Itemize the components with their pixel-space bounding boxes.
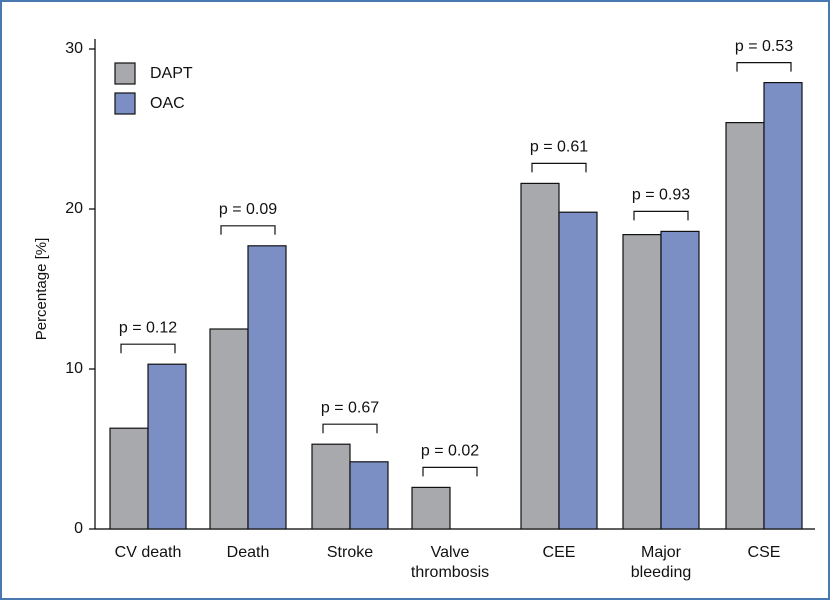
p-value: p = 0.09 [219,201,277,218]
bar [725,121,765,530]
bar [109,427,149,530]
bar [763,81,803,530]
bar [520,182,560,530]
y-tick-label: 0 [74,520,83,537]
bar [558,211,598,530]
x-tick-label: CEE [542,544,576,561]
x-tick-label: CV death [114,544,182,561]
y-axis-label: Percentage [%] [33,238,50,341]
p-value: p = 0.53 [735,38,793,55]
bar [209,328,249,530]
x-tick-label: Valve thrombosis [410,544,490,581]
y-tick-label: 20 [65,200,83,217]
p-bracket [422,466,478,477]
x-tick-label: CSE [747,544,781,561]
y-tick-label: 30 [65,40,83,57]
bar [622,234,662,530]
p-bracket [531,162,587,173]
p-value: p = 0.61 [530,139,588,156]
bar [311,443,351,530]
p-value: p = 0.02 [421,443,479,460]
legend-swatch [114,92,136,115]
p-value: p = 0.67 [321,399,379,416]
p-bracket [120,343,176,354]
p-bracket [736,62,792,72]
x-tick-label: Major bleeding [630,544,692,581]
bar [411,486,451,530]
bar [247,245,287,530]
p-bracket [322,423,378,434]
p-bracket [633,210,689,221]
p-value: p = 0.12 [119,319,177,336]
bar [147,363,187,530]
bar [660,230,700,530]
legend-label: OAC [150,95,185,112]
legend-label: DAPT [150,65,193,82]
legend-swatch [114,62,136,85]
p-bracket [220,225,276,235]
p-value: p = 0.93 [632,187,690,204]
x-tick-label: Stroke [326,544,374,561]
bar [349,461,389,530]
x-tick-label: Death [226,544,270,561]
y-tick-label: 10 [65,360,83,377]
